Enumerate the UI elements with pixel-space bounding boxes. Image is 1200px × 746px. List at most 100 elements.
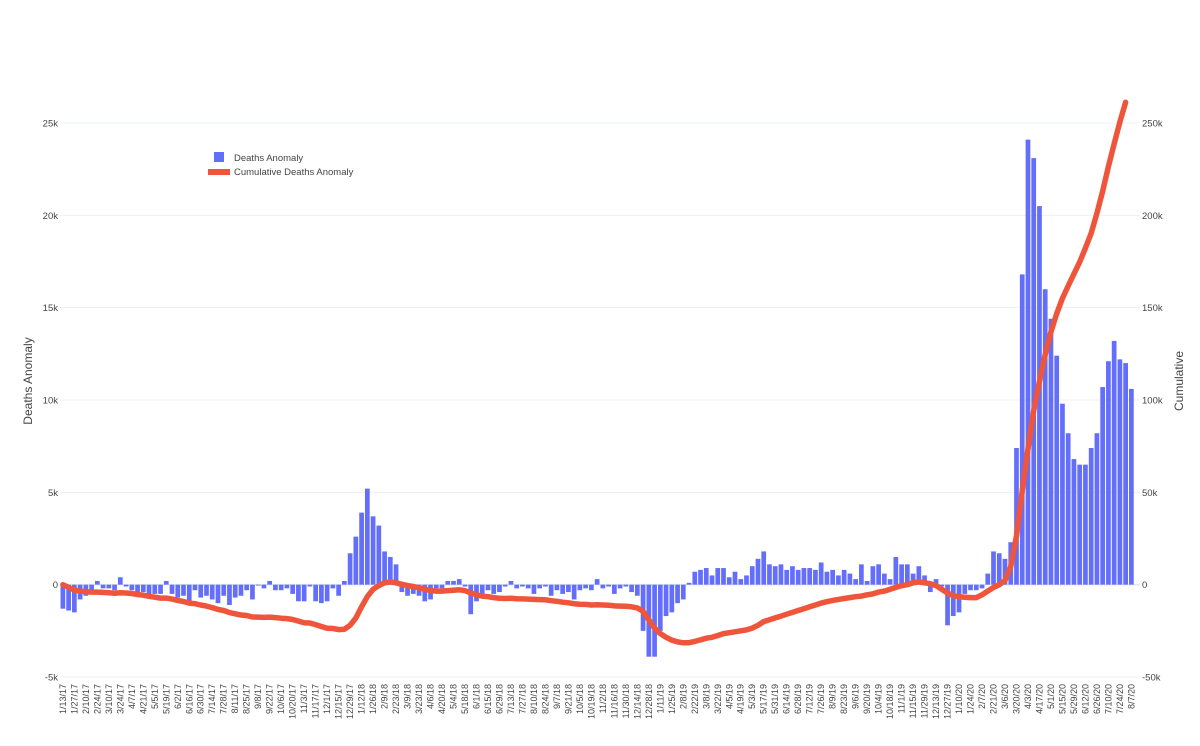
x-tick-label: 4/6/18: [426, 684, 436, 709]
bar: [790, 566, 795, 585]
x-tick-label: 2/9/18: [380, 684, 390, 709]
bar: [479, 584, 485, 598]
bar: [617, 584, 623, 589]
bar: [468, 584, 474, 615]
x-tick-label: 12/15/17: [334, 684, 344, 719]
bar: [336, 584, 341, 596]
bar: [376, 525, 382, 585]
x-tick-label: 4/7/17: [127, 684, 137, 709]
bar: [657, 584, 663, 631]
x-tick-label: 9/7/18: [552, 684, 562, 709]
bar: [238, 584, 244, 596]
x-tick-label: 11/17/17: [311, 684, 321, 718]
bar: [255, 584, 261, 586]
bar: [324, 584, 330, 602]
x-tick-label: 12/28/18: [644, 684, 654, 719]
bar: [853, 579, 858, 585]
bar: [129, 584, 135, 591]
x-tick-label: 9/21/18: [563, 684, 573, 714]
bar: [910, 573, 916, 585]
bar: [399, 584, 405, 593]
bar: [232, 584, 238, 598]
x-tick-label: 4/20/18: [437, 684, 447, 714]
x-tick-label: 8/24/18: [540, 684, 550, 714]
bar: [629, 584, 634, 593]
bar: [749, 566, 755, 585]
bar: [152, 584, 158, 594]
bar: [933, 579, 939, 585]
bar: [583, 584, 588, 589]
bar: [589, 584, 594, 591]
x-tick-label: 10/4/19: [874, 684, 884, 714]
legend-label-cumulative: Cumulative Deaths Anomaly: [234, 167, 354, 178]
legend[interactable]: Deaths Anomaly Cumulative Deaths Anomaly: [208, 152, 354, 178]
bar: [795, 569, 801, 585]
bar: [393, 564, 399, 585]
bar: [543, 584, 548, 587]
x-tick-label: 3/22/19: [713, 684, 723, 714]
bar: [508, 580, 514, 585]
x-tick-label: 3/9/18: [403, 684, 413, 709]
x-tick-label: 5/5/17: [150, 684, 160, 709]
bar: [169, 584, 175, 594]
bar: [192, 584, 198, 591]
x-tick-label: 12/1/17: [322, 684, 332, 714]
bar: [698, 569, 703, 585]
bar: [1048, 318, 1054, 585]
bar: [100, 584, 106, 589]
y2-tick-label: 150k: [1142, 303, 1163, 314]
bar: [422, 584, 428, 602]
x-tick-label: 4/19/19: [736, 684, 746, 714]
bar: [991, 551, 996, 585]
x-tick-label: 6/26/20: [1092, 684, 1102, 714]
x-tick-label: 3/20/20: [1012, 684, 1022, 714]
bar: [278, 584, 284, 591]
x-tick-label: 5/31/19: [770, 684, 780, 714]
bar: [612, 584, 617, 594]
bar: [330, 584, 336, 589]
bar: [1100, 387, 1106, 585]
bar: [864, 580, 870, 585]
bar: [1042, 289, 1048, 585]
bar: [123, 584, 129, 587]
x-tick-label: 6/14/19: [782, 684, 792, 714]
bar: [979, 584, 985, 589]
bar: [818, 562, 824, 585]
bar: [1117, 359, 1123, 585]
x-tick-label: 11/2/18: [598, 684, 608, 713]
bar: [1019, 274, 1025, 585]
bar: [634, 584, 640, 596]
bar: [767, 564, 772, 585]
x-tick-label: 8/7/20: [1126, 684, 1136, 709]
bar: [1106, 361, 1111, 585]
bar: [342, 580, 347, 585]
x-tick-label: 9/22/17: [265, 684, 275, 714]
x-tick-label: 11/1/19: [897, 684, 907, 713]
bar: [801, 568, 807, 585]
bar: [244, 584, 250, 591]
bar: [876, 564, 881, 585]
x-tick-label: 7/24/20: [1115, 684, 1125, 714]
bar: [296, 584, 301, 602]
y2-tick-label: -50k: [1142, 673, 1161, 684]
y-axis-title: Deaths Anomaly: [21, 337, 35, 424]
bar: [301, 584, 307, 602]
x-tick-label: 10/5/18: [575, 684, 585, 714]
y-tick-label: -5k: [45, 673, 58, 684]
bar: [525, 584, 531, 589]
bar: [1129, 388, 1134, 585]
x-tick-label: 7/14/17: [207, 684, 217, 714]
bar: [370, 516, 376, 585]
x-tick-label: 7/12/19: [805, 684, 815, 714]
x-tick-label: 1/26/18: [368, 684, 378, 714]
bar: [887, 579, 893, 585]
x-tick-label: 2/23/18: [391, 684, 401, 714]
x-tick-label: 3/23/18: [414, 684, 424, 714]
bar-series-deaths-anomaly: [60, 139, 1134, 657]
bar: [72, 584, 77, 613]
y2-axis-title: Cumulative: [1172, 351, 1186, 411]
bar: [198, 584, 204, 598]
x-tick-label: 9/20/19: [862, 684, 872, 714]
x-tick-label: 11/29/19: [920, 684, 930, 718]
